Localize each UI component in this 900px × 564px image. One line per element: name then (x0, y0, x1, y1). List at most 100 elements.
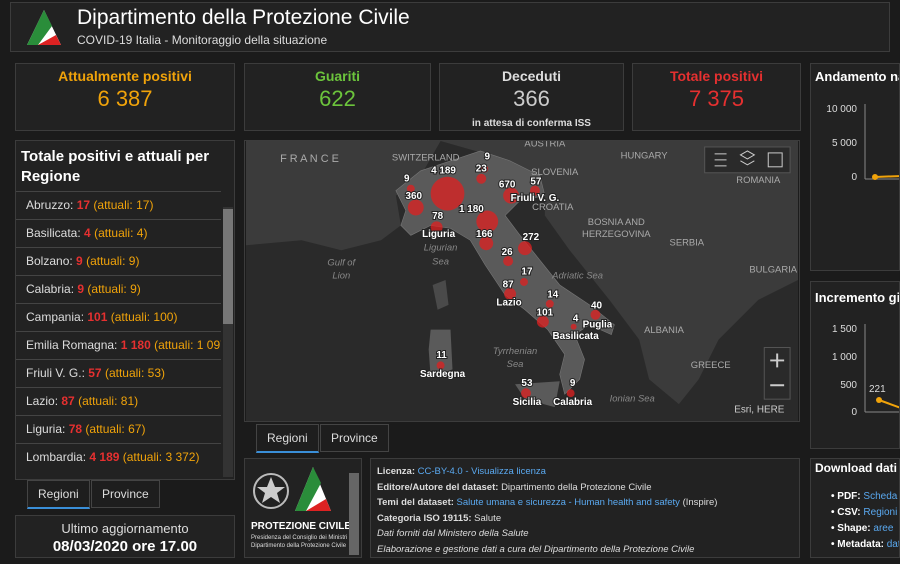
region-item[interactable]: Abruzzo: 17 (attuali: 17) (16, 191, 221, 219)
stat-label: Totale positivi (669, 68, 764, 84)
case-count: 101 (537, 307, 554, 318)
case-count: 40 (591, 300, 603, 311)
case-bubble[interactable] (476, 173, 487, 184)
case-bubble[interactable] (503, 187, 520, 204)
region-total: 57 (88, 366, 102, 380)
region-list[interactable]: Abruzzo: 17 (attuali: 17) Basilicata: 4 (… (16, 191, 221, 479)
scroll-thumb[interactable] (223, 209, 233, 324)
y-tick-label: 0 (851, 407, 857, 418)
y-tick-label: 10 000 (826, 104, 857, 115)
link[interactable]: Scheda (863, 491, 898, 502)
case-bubble[interactable] (480, 164, 489, 173)
place-label: ALBANIA (644, 324, 685, 335)
download-label: Shape: (837, 523, 871, 534)
tab[interactable]: Province (91, 480, 160, 508)
place-label: Adriatic Sea (551, 270, 603, 281)
download-item: • Metadata: dati (831, 537, 899, 553)
region-item[interactable]: Lazio: 87 (attuali: 81) (16, 387, 221, 415)
download-panel: Download dati • PDF: Scheda • CSV: Region… (810, 458, 900, 558)
tab[interactable]: Regioni (27, 480, 90, 509)
link[interactable]: dati (886, 539, 899, 550)
zoom-control[interactable] (763, 347, 791, 400)
region-name: Lombardia: (26, 450, 87, 464)
place-label: GREECE (691, 359, 731, 370)
case-bubble[interactable] (590, 309, 601, 320)
region-current: (attuali: 100) (110, 310, 178, 324)
place-label: HERZEGOVINA (582, 228, 651, 239)
case-bubble[interactable] (521, 388, 531, 399)
case-bubble[interactable] (570, 323, 577, 330)
map[interactable]: F R A N C E SWITZERLAND AUSTRIA HUNGARY SLOV… (244, 140, 800, 422)
case-bubble[interactable] (520, 278, 528, 286)
download-item: • CSV: Regioni (831, 507, 898, 518)
update-value: 08/03/2020 ore 17.00 (52, 538, 198, 555)
case-count: 9 (404, 173, 410, 184)
attribution: Esri, HERE (734, 405, 784, 416)
download-item: • Shape: aree (831, 523, 894, 534)
region-label: Calabria (553, 397, 593, 408)
case-count: 360 (406, 191, 423, 202)
region-item[interactable]: Bolzano: 9 (attuali: 9) (16, 247, 221, 275)
header: Dipartimento della Protezione Civile COV… (10, 2, 890, 52)
stat-note: in attesa di conferma ISS (472, 118, 591, 129)
scrollbar[interactable] (223, 207, 233, 477)
place-label: SERBIA (670, 237, 705, 248)
stat-box: Guariti 622 (244, 63, 431, 131)
region-current: (attuali: 3 372) (122, 450, 200, 464)
chart-panel: Andamento nazionale 10 000 5 000 0 (810, 63, 900, 271)
case-bubble[interactable] (476, 210, 499, 233)
place-label: ROMANIA (736, 174, 781, 185)
update-box: Ultimo aggiornamento 08/03/2020 ore 17.0… (15, 515, 235, 558)
link[interactable]: CC-BY-4.0 - Visualizza licenza (417, 466, 546, 477)
case-bubble[interactable] (529, 185, 540, 196)
region-item[interactable]: Emilia Romagna: 1 180 (attuali: 1 097) (16, 331, 221, 359)
case-bubble[interactable] (436, 361, 445, 370)
case-bubble[interactable] (407, 199, 424, 216)
link[interactable]: Salute umana e sicurezza - Human health … (456, 497, 680, 508)
case-bubble[interactable] (536, 315, 549, 328)
region-label: Lazio (496, 297, 521, 308)
case-bubble[interactable] (518, 241, 532, 256)
y-tick-label: 500 (840, 380, 857, 391)
region-total: 4 (84, 226, 91, 240)
scrollbar[interactable] (349, 473, 359, 555)
case-count: 9 (484, 152, 490, 163)
link[interactable]: Regioni (863, 507, 898, 518)
case-bubble[interactable] (479, 236, 494, 251)
region-item[interactable]: Basilicata: 4 (attuali: 4) (16, 219, 221, 247)
case-count: 670 (499, 179, 516, 190)
region-total: 87 (61, 394, 75, 408)
place-label: Sea (432, 256, 449, 267)
y-tick-label: 1 000 (831, 352, 857, 363)
case-bubble[interactable] (545, 299, 554, 308)
info-label: Licenza: (377, 466, 416, 477)
region-item[interactable]: Friuli V. G.: 57 (attuali: 53) (16, 359, 221, 387)
region-item[interactable]: Calabria: 9 (attuali: 9) (16, 275, 221, 303)
region-current: (attuali: 17) (93, 198, 154, 212)
tab[interactable]: Province (320, 424, 389, 452)
case-bubble[interactable] (406, 184, 415, 193)
chart-title: Andamento nazionale (815, 69, 899, 84)
stat-value: 7 375 (688, 86, 745, 111)
region-item[interactable]: Lombardia: 4 189 (attuali: 3 372) (16, 443, 221, 471)
case-bubble[interactable] (503, 256, 514, 267)
link[interactable]: aree (873, 523, 894, 534)
place-label: Sea (507, 358, 524, 369)
subtitle: COVID-19 Italia - Monitoraggio della sit… (77, 33, 328, 47)
case-bubble[interactable] (430, 221, 443, 234)
region-item[interactable]: Campania: 101 (attuali: 100) (16, 303, 221, 331)
map-toolbar[interactable] (704, 146, 791, 174)
case-count: 4 (573, 313, 579, 324)
case-bubble[interactable] (566, 389, 575, 398)
case-bubble[interactable] (430, 176, 465, 211)
info-label: Temi del dataset: (377, 497, 454, 508)
region-total: 4 189 (89, 450, 120, 464)
tab[interactable]: Regioni (256, 424, 319, 453)
region-total: 9 (76, 254, 83, 268)
region-label: Friuli V. G. (511, 193, 560, 204)
place-label: BOSNIA AND (588, 216, 645, 227)
region-item[interactable]: Liguria: 78 (attuali: 67) (16, 415, 221, 443)
case-bubble[interactable] (504, 287, 517, 300)
download-label: Metadata: (837, 539, 884, 550)
